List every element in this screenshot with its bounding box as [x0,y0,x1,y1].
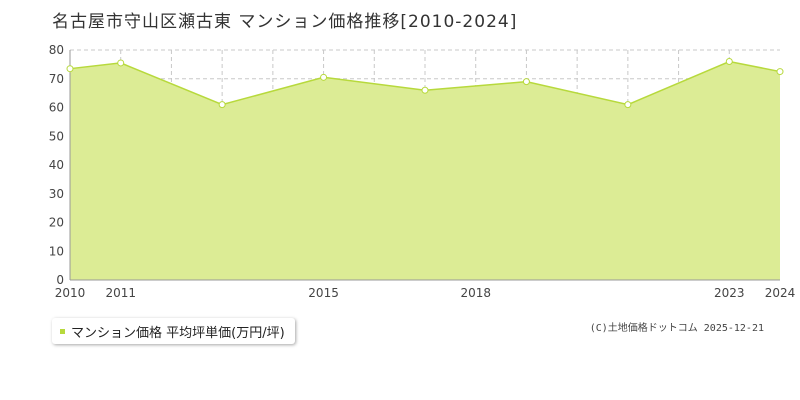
data-points [66,58,784,109]
y-tick-label: 30 [49,187,64,201]
x-tick-label: 2011 [105,286,136,300]
data-point [624,101,632,109]
area-fill-layer [69,60,781,280]
y-tick-label: 70 [49,72,64,86]
data-point [320,73,328,81]
series-area [70,61,780,280]
chart-title: 名古屋市守山区瀬古東 マンション価格推移[2010-2024] [52,12,518,32]
data-point [725,58,733,65]
legend-marker [60,328,65,334]
axis-lines [69,50,780,281]
x-tick-label: 2023 [714,286,745,300]
y-tick-label: 50 [49,129,64,143]
x-tick-labels: 2010 2011 2015 2018 2023 2024 [55,286,796,300]
x-tick-label: 2010 [55,286,86,300]
y-tick-labels: 0 10 20 30 40 50 60 70 80 [49,43,64,287]
y-tick-label: 80 [49,43,64,57]
copyright-text: (C)土地価格ドットコム 2025-12-21 [589,323,764,334]
legend-label: マンション価格 平均坪単価(万円/坪) [71,325,285,341]
y-tick-label: 60 [49,101,64,115]
x-tick-label: 2018 [460,286,491,300]
data-point [776,68,784,76]
y-tick-label: 10 [49,244,64,258]
data-point [218,101,226,109]
y-tick-label: 20 [49,216,64,230]
y-tick-label: 0 [56,273,64,287]
data-point [421,86,429,94]
data-point [66,65,74,73]
x-tick-label: 2024 [765,286,796,300]
data-point [522,78,530,86]
y-tick-label: 40 [49,158,64,172]
legend: マンション価格 平均坪単価(万円/坪) [52,318,295,344]
data-point [117,59,125,67]
x-tick-label: 2015 [308,286,339,300]
